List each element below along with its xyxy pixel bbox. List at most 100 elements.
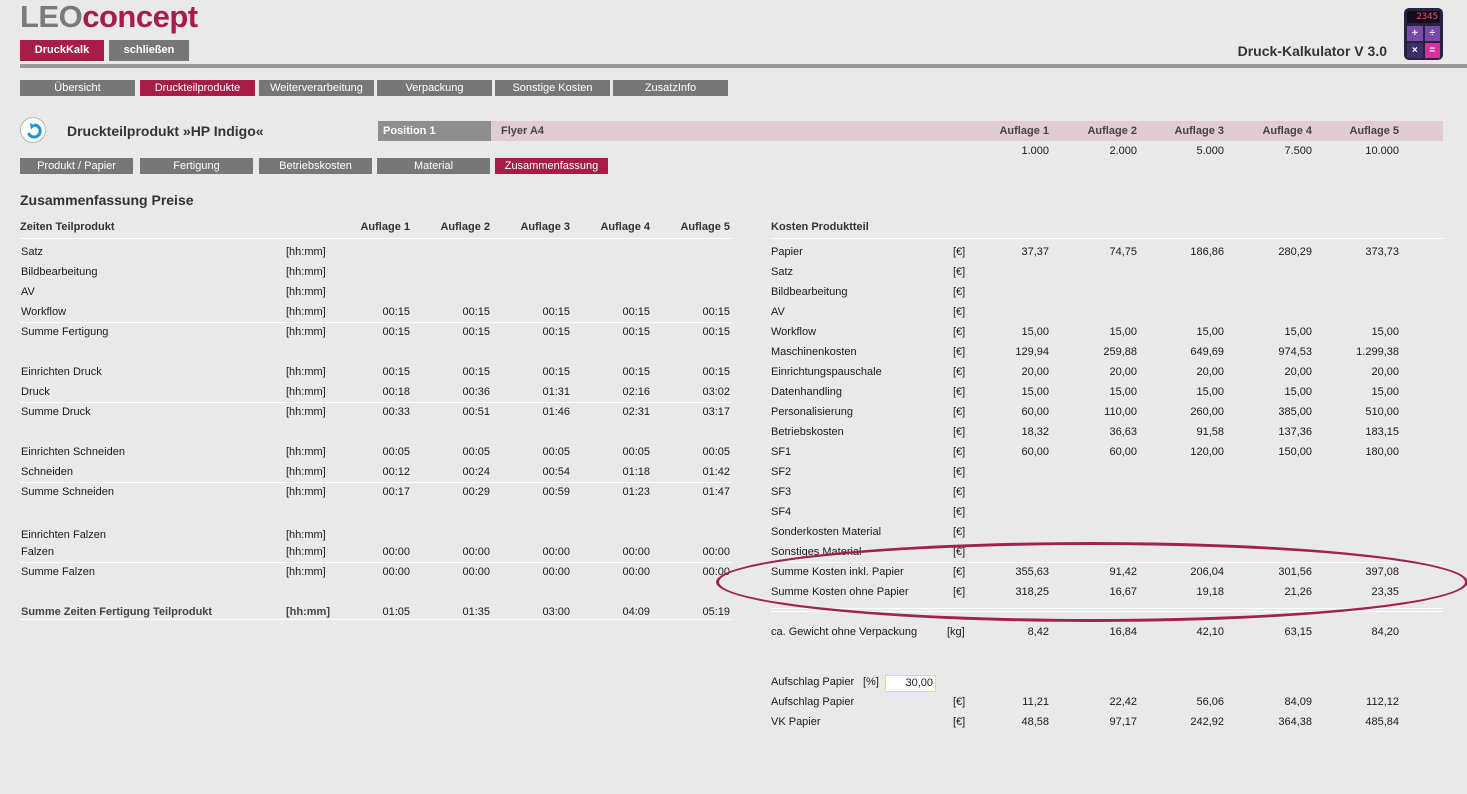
- kosten-row-cell: 91,58: [1196, 426, 1224, 438]
- kosten-row-cell: 20,00: [1284, 366, 1312, 378]
- zeiten-cell: 00:00: [382, 546, 410, 558]
- kosten-row-unit: [€]: [953, 366, 966, 378]
- tab-verpackung[interactable]: Verpackung: [377, 80, 492, 96]
- zeiten-cell: 00:15: [622, 366, 650, 378]
- tab-druckteilprodukte[interactable]: Druckteilprodukte: [140, 80, 255, 96]
- kosten-row-cell: 20,00: [1371, 366, 1399, 378]
- kosten-row-cell: 129,94: [1015, 346, 1049, 358]
- zeiten-cell: 00:36: [462, 386, 490, 398]
- zeiten-cell: 01:18: [622, 466, 650, 478]
- close-button[interactable]: schließen: [109, 40, 189, 61]
- kosten-header: Kosten Produktteil: [771, 221, 869, 233]
- kosten-row-cell: 15,00: [1371, 326, 1399, 338]
- kosten-row-label: Bildbearbeitung: [771, 286, 848, 298]
- kosten-row-unit: [€]: [953, 426, 966, 438]
- kosten-row-cell: 60,00: [1021, 446, 1049, 458]
- kosten-row-label: Papier: [771, 246, 803, 258]
- zeiten-cell: 00:00: [702, 546, 730, 558]
- aufschlag-row-label: Aufschlag Papier: [771, 696, 855, 708]
- zeiten-cell: 03:17: [702, 406, 730, 418]
- zeiten-column-header: Auflage 2: [440, 221, 490, 233]
- zeiten-cell: 01:31: [542, 386, 570, 398]
- zeiten-cell: 01:42: [702, 466, 730, 478]
- kosten-row-cell: 260,00: [1190, 406, 1224, 418]
- kosten-row-unit: [€]: [953, 506, 966, 518]
- aufschlag-percent-input[interactable]: 30,00: [885, 675, 936, 692]
- zeiten-cell: 05:19: [702, 606, 730, 618]
- kosten-row-cell: 20,00: [1021, 366, 1049, 378]
- kosten-row-cell: 110,00: [1104, 406, 1137, 418]
- zeiten-row-unit: [hh:mm]: [286, 386, 326, 398]
- kosten-row-cell: 259,88: [1103, 346, 1137, 358]
- zeiten-cell: 00:05: [542, 446, 570, 458]
- section-title: Zusammenfassung Preise: [20, 192, 194, 208]
- vk-papier-row-unit: [€]: [953, 716, 966, 728]
- kosten-row-cell: 649,69: [1190, 346, 1224, 358]
- aufschlag-percent-unit: [%]: [863, 676, 879, 688]
- calc-multiply-key: ×: [1407, 43, 1423, 58]
- zeiten-cell: 00:17: [382, 486, 410, 498]
- kosten-row-cell: 15,00: [1021, 326, 1049, 338]
- zeiten-cell: 00:00: [382, 566, 410, 578]
- kosten-row-unit: [€]: [953, 406, 966, 418]
- zeiten-row-label: Falzen: [21, 546, 55, 558]
- zeiten-row-label: Summe Zeiten Fertigung Teilprodukt: [21, 606, 213, 618]
- zeiten-cell: 00:15: [462, 326, 490, 338]
- subtab-produkt-papier[interactable]: Produkt / Papier: [20, 158, 133, 174]
- kosten-row-label: SF3: [771, 486, 792, 498]
- kosten-row-cell: 15,00: [1109, 326, 1137, 338]
- gewicht-row-cell: 63,15: [1284, 626, 1312, 638]
- total-rule: [20, 619, 731, 620]
- zeiten-cell: 00:15: [382, 306, 410, 318]
- calculator-display: 2345: [1407, 11, 1440, 23]
- kosten-row-cell: 15,00: [1284, 326, 1312, 338]
- zeiten-cell: 00:05: [462, 446, 490, 458]
- tab-bersicht[interactable]: Übersicht: [20, 80, 135, 96]
- kosten-row-cell: 186,86: [1190, 246, 1224, 258]
- subtab-zusammenfassung[interactable]: Zusammenfassung: [495, 158, 608, 174]
- kosten-row-label: Personalisierung: [771, 406, 853, 418]
- kosten-row-cell: 15,00: [1196, 326, 1224, 338]
- auflage-header: Auflage 5: [1349, 125, 1399, 137]
- zeiten-cell: 00:33: [382, 406, 410, 418]
- kosten-row-unit: [€]: [953, 286, 966, 298]
- zeiten-cell: 00:05: [622, 446, 650, 458]
- auflage-header: Auflage 4: [1262, 125, 1312, 137]
- tab-weiterverarbeitung[interactable]: Weiterverarbeitung: [259, 80, 374, 96]
- zeiten-cell: 00:54: [542, 466, 570, 478]
- zeiten-cell: 00:00: [462, 566, 490, 578]
- zeiten-row-unit: [hh:mm]: [286, 566, 326, 578]
- subtab-fertigung[interactable]: Fertigung: [140, 158, 253, 174]
- kosten-row-label: SF2: [771, 466, 792, 478]
- zeiten-row-label: Workflow: [21, 306, 67, 318]
- zeiten-row-unit: [hh:mm]: [286, 486, 326, 498]
- druckkalk-button[interactable]: DruckKalk: [20, 40, 104, 61]
- zeiten-row-unit: [hh:mm]: [286, 466, 326, 478]
- calc-plus-key: +: [1407, 26, 1423, 41]
- subtab-betriebskosten[interactable]: Betriebskosten: [259, 158, 372, 174]
- position-selector[interactable]: Position 1: [378, 121, 491, 141]
- zeiten-row-label: Summe Druck: [21, 406, 91, 418]
- zeiten-row-label: Einrichten Druck: [21, 366, 102, 378]
- kosten-row-label: Satz: [771, 266, 794, 278]
- vk-papier-row-cell: 97,17: [1109, 716, 1137, 728]
- kosten-row-cell: 74,75: [1109, 246, 1137, 258]
- kosten-row-label: Workflow: [771, 326, 817, 338]
- zeiten-column-header: Auflage 3: [520, 221, 570, 233]
- zeiten-cell: 00:18: [382, 386, 410, 398]
- tab-sonstige-kosten[interactable]: Sonstige Kosten: [495, 80, 610, 96]
- kosten-row-cell: 20,00: [1196, 366, 1224, 378]
- zeiten-row-unit: [hh:mm]: [286, 286, 326, 298]
- kosten-row-label: Betriebskosten: [771, 426, 844, 438]
- zeiten-cell: 00:24: [462, 466, 490, 478]
- zeiten-cell: 00:51: [462, 406, 490, 418]
- sum-rule: [20, 402, 731, 403]
- back-button[interactable]: [20, 117, 46, 143]
- kosten-row-unit: [€]: [953, 466, 966, 478]
- subtab-material[interactable]: Material: [377, 158, 490, 174]
- zeiten-cell: 00:15: [382, 326, 410, 338]
- kosten-row-cell: 385,00: [1278, 406, 1312, 418]
- tab-zusatzinfo[interactable]: ZusatzInfo: [613, 80, 728, 96]
- kosten-row-unit: [€]: [953, 346, 966, 358]
- gewicht-row-cell: 42,10: [1196, 626, 1224, 638]
